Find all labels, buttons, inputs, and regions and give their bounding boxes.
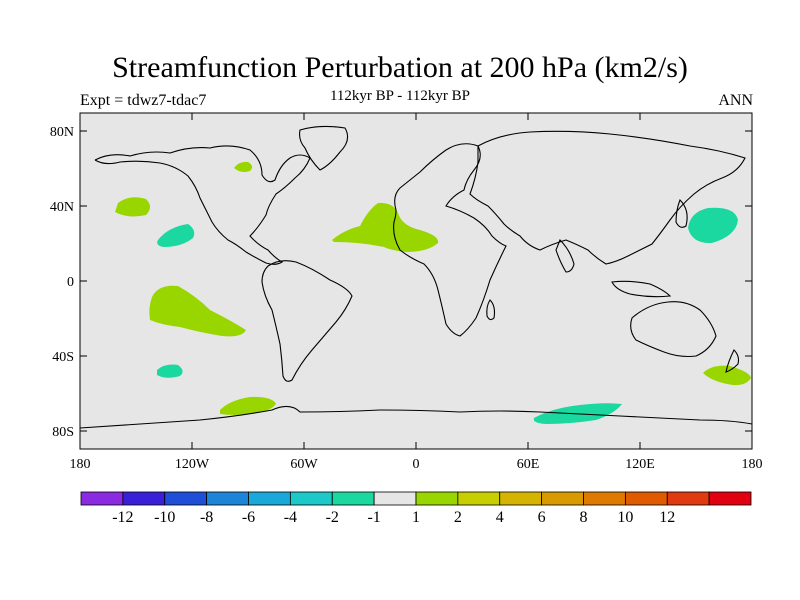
colorbar-swatch xyxy=(415,491,459,506)
colorbar-label: -4 xyxy=(284,509,297,526)
coastline-japan xyxy=(675,199,688,228)
coastline-indonesia xyxy=(611,280,672,298)
colorbar-swatch xyxy=(289,491,333,506)
y-tick-label: 80N xyxy=(50,125,74,140)
y-tick-label: 0 xyxy=(67,275,74,290)
x-tick-label: 120W xyxy=(175,457,210,472)
colorbar-swatch xyxy=(583,491,626,506)
colorbar-label: -8 xyxy=(200,509,213,526)
coastline-new-zealand xyxy=(725,349,740,373)
blob-atlantic-africa xyxy=(332,202,439,252)
colorbar-swatch xyxy=(708,491,752,506)
blob-hudson xyxy=(234,161,253,172)
colorbar-labels: -12 -10 -8 -6 -4 -2 -1 1 2 4 6 8 10 12 xyxy=(112,509,675,526)
blob-pacific-e xyxy=(157,224,195,247)
x-tick-label: 180 xyxy=(70,457,91,472)
colorbar-label: -2 xyxy=(326,509,339,526)
colorbar-swatch xyxy=(331,491,375,506)
time-period-label: 112kyr BP - 112kyr BP xyxy=(329,88,470,104)
season-label: ANN xyxy=(718,92,753,109)
colorbar-swatch xyxy=(80,491,124,506)
colorbar-label: 12 xyxy=(659,509,675,526)
colorbar-swatch xyxy=(457,491,501,506)
coastline-north-america xyxy=(94,145,311,265)
colorbar-swatch xyxy=(122,491,166,506)
experiment-label: Expt = tdwz7-tdac7 xyxy=(80,92,207,109)
colorbar-label: 4 xyxy=(496,509,504,526)
blob-pacific-w xyxy=(688,207,738,244)
colorbar-swatch xyxy=(248,491,291,506)
colorbar-swatch xyxy=(499,491,543,506)
coastline-madagascar xyxy=(486,299,496,321)
y-axis xyxy=(80,130,752,432)
colorbar-label: -12 xyxy=(112,509,133,526)
y-tick-label: 40N xyxy=(50,200,74,215)
coastline-australia xyxy=(630,301,717,358)
y-tick-label: 40S xyxy=(52,350,74,365)
coastline-greenland xyxy=(299,125,349,171)
map-background xyxy=(80,113,752,449)
blob-pacific-ne xyxy=(115,197,150,217)
blob-amundsen xyxy=(220,396,276,415)
coastline-south-america xyxy=(261,260,353,382)
colorbar-label: 1 xyxy=(412,509,420,526)
blob-pacific-s-small xyxy=(157,364,183,378)
coastlines xyxy=(79,125,753,429)
colorbar-label: 10 xyxy=(617,509,633,526)
x-tick-label: 60E xyxy=(517,457,540,472)
y-tick-label: 80S xyxy=(52,425,74,440)
colorbar-label: -6 xyxy=(242,509,255,526)
colorbar-swatch xyxy=(206,491,249,506)
x-axis xyxy=(79,113,641,449)
coastline-antarctica xyxy=(79,405,753,429)
x-tick-label: 120E xyxy=(625,457,655,472)
perturbation-contours xyxy=(115,161,751,424)
coastline-india xyxy=(555,239,575,273)
colorbar-label: 2 xyxy=(454,509,462,526)
colorbar-label: -10 xyxy=(154,509,175,526)
colorbar-swatch xyxy=(373,491,417,506)
colorbar-swatch xyxy=(164,491,208,506)
blob-nz-east xyxy=(703,365,751,386)
x-tick-label: 0 xyxy=(413,457,420,472)
page-title: Streamfunction Perturbation at 200 hPa (… xyxy=(112,51,688,84)
x-tick-label: 60W xyxy=(290,457,318,472)
colorbar-swatch xyxy=(666,491,710,506)
colorbar xyxy=(80,491,752,506)
colorbar-label: 6 xyxy=(538,509,546,526)
colorbar-label: 8 xyxy=(580,509,588,526)
colorbar-label: -1 xyxy=(367,509,380,526)
blob-pacific-s xyxy=(149,285,246,337)
colorbar-swatch xyxy=(541,491,584,506)
colorbar-swatch xyxy=(624,491,668,506)
coastline-africa-europe xyxy=(393,143,507,337)
x-tick-label: 180 xyxy=(742,457,763,472)
coastline-asia xyxy=(469,130,746,265)
